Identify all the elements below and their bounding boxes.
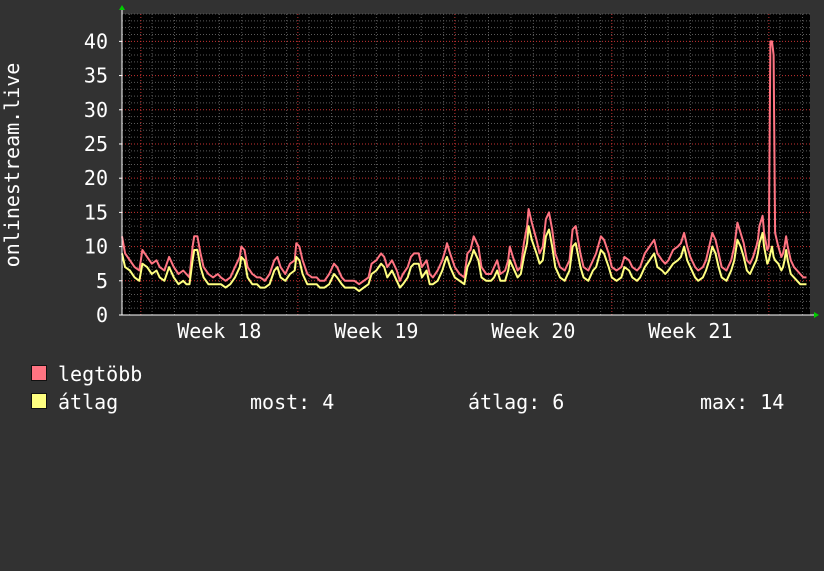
- stat-max: max: 14: [700, 390, 785, 414]
- y-axis-arrow-icon: [119, 5, 125, 10]
- y-tick-label: 0: [96, 303, 108, 327]
- legend-label-max: legtöbb: [58, 362, 143, 386]
- legend-label-avg: átlag: [58, 390, 119, 414]
- y-axis-title: onlinestream.live: [0, 63, 24, 268]
- x-tick-label: Week 18: [177, 319, 261, 343]
- series-line-avg: [121, 225, 807, 293]
- stat-average: átlag: 6: [468, 390, 565, 414]
- series-line-max: [121, 40, 807, 286]
- legend-swatch-avg: [31, 393, 47, 409]
- legend-row-max: legtöbb: [30, 361, 810, 387]
- y-tick-label: 5: [96, 269, 108, 293]
- series-layer: [121, 40, 807, 293]
- minor-grid: [122, 13, 810, 315]
- y-tick-label: 15: [84, 200, 108, 224]
- major-grid: [122, 14, 810, 315]
- axes: [119, 5, 819, 318]
- y-tick-label: 20: [84, 166, 108, 190]
- x-tick-label: Week 19: [334, 319, 418, 343]
- y-tick-label: 30: [84, 98, 108, 122]
- y-tick-labels: 0 5 10 15 20 25 30 35 40: [84, 29, 108, 327]
- y-tick-label: 10: [84, 235, 108, 259]
- x-tick-label: Week 20: [491, 319, 575, 343]
- stat-now: most: 4: [250, 390, 335, 414]
- x-tick-label: Week 21: [648, 319, 732, 343]
- x-tick-labels: Week 18 Week 19 Week 20 Week 21: [177, 319, 732, 343]
- chart-panel: 0 5 10 15 20 25 30 35 40 Week 18 Week 19 Week 20 We…: [0, 5, 819, 415]
- x-axis-arrow-icon: [814, 312, 819, 318]
- y-tick-label: 35: [84, 64, 108, 88]
- y-tick-label: 25: [84, 132, 108, 156]
- legend-swatch-max: [31, 365, 47, 381]
- y-tick-label: 40: [84, 29, 108, 53]
- legend-row-avg: átlag most: 4 átlag: 6 max: 14: [30, 389, 810, 415]
